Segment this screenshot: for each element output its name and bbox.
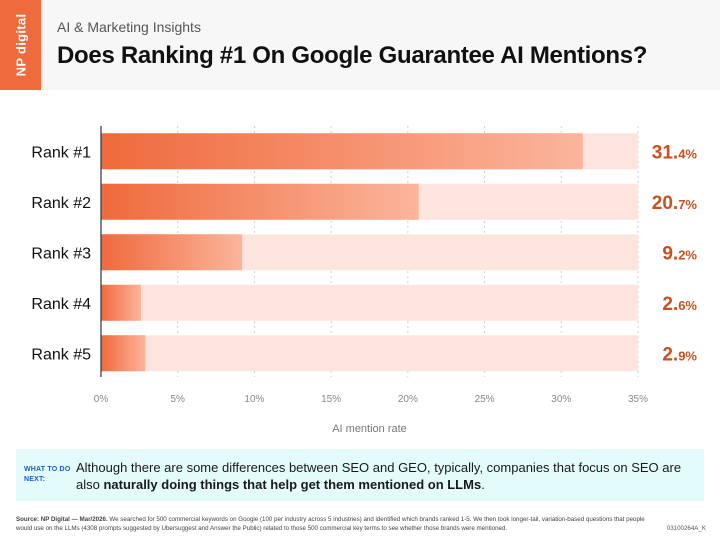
x-tick-label: 0%: [94, 394, 109, 405]
source-footnote: Source: NP Digital — Mar/2026. We search…: [16, 516, 646, 533]
category-label: Rank #5: [31, 346, 91, 363]
category-label: Rank #3: [31, 245, 91, 262]
value-label: 2.6%: [662, 294, 697, 315]
value-label: 20.7%: [652, 193, 698, 214]
callout-text-end: .: [481, 477, 485, 492]
logo-text: NP digital: [13, 13, 29, 77]
x-tick-label: 10%: [244, 394, 264, 405]
category-label: Rank #2: [31, 195, 91, 212]
source-label: Source: NP Digital — Mar/2026.: [16, 516, 108, 523]
x-tick-label: 25%: [475, 394, 495, 405]
document-code: 03100264A_K: [666, 525, 706, 532]
bar-track: [101, 284, 638, 321]
x-tick-label: 5%: [170, 394, 185, 405]
what-to-do-next-callout: WHAT TO DO NEXT: Although there are some…: [16, 449, 704, 501]
axis: 0% 5% 10% 15% 20% 25% 30% 35% AI mention rate: [94, 126, 648, 435]
bar: [101, 284, 141, 321]
value-label: 31.4%: [652, 142, 698, 163]
x-tick-label: 15%: [321, 394, 341, 405]
bar: [101, 183, 419, 220]
bar: [101, 234, 243, 271]
callout-text-bold: naturally doing things that help get the…: [103, 477, 482, 492]
value-label: 9.2%: [662, 243, 697, 264]
source-text: We searched for 500 commercial keywords …: [16, 516, 645, 532]
x-tick-label: 30%: [551, 394, 571, 405]
bar: [101, 335, 146, 372]
callout-text: Although there are some differences betw…: [76, 459, 696, 493]
kicker: AI & Marketing Insights: [57, 19, 201, 35]
page-title: Does Ranking #1 On Google Guarantee AI M…: [57, 42, 648, 69]
bar-track: [101, 335, 638, 372]
x-tick-label: 35%: [628, 394, 648, 405]
category-label: Rank #4: [31, 296, 91, 313]
callout-text-plain: Although there are some differences betw…: [76, 460, 682, 492]
bar: [101, 133, 583, 170]
bars: [101, 133, 583, 372]
bar-chart: 0% 5% 10% 15% 20% 25% 30% 35% AI mention rate Ra…: [31, 126, 697, 435]
header: NP digital AI & Marketing Insights Does …: [0, 0, 720, 90]
labels: Rank #1 31.4% Rank #2 20.7% Rank #3 9.2% Rank …: [31, 142, 697, 365]
np-digital-logo: NP digital: [0, 0, 41, 90]
x-axis-label: AI mention rate: [332, 423, 407, 435]
category-label: Rank #1: [31, 144, 91, 161]
value-label: 2.9%: [662, 344, 697, 365]
x-tick-label: 20%: [398, 394, 418, 405]
callout-tag: WHAT TO DO NEXT:: [24, 466, 71, 483]
